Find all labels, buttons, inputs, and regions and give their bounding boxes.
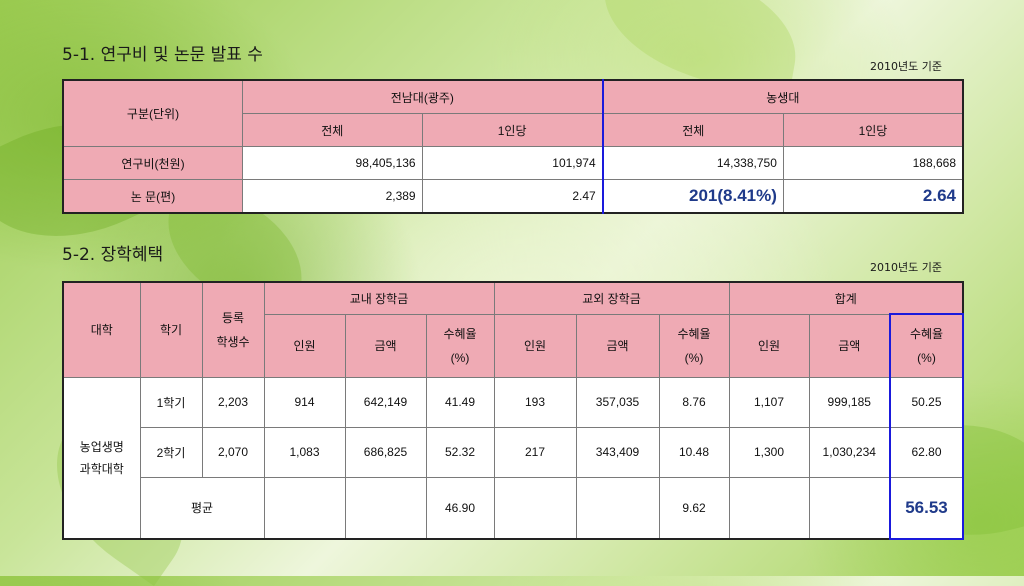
cell: 357,035	[575, 376, 660, 428]
section1-title: 5-1. 연구비 및 논문 발표 수	[62, 45, 263, 65]
header-total: 전체	[601, 113, 784, 147]
table-row: 연구비(천원) 98,405,136 101,974 14,338,750 18…	[62, 146, 964, 180]
table-row: 논 문(편) 2,389 2.47 201(8.41%) 2.64	[62, 179, 964, 214]
cell	[493, 476, 577, 540]
cell	[263, 476, 346, 540]
header-rate: 수혜율 (%)	[658, 313, 730, 378]
header-people: 인원	[728, 313, 810, 378]
cell: 98,405,136	[241, 146, 423, 180]
highlight-cell: 201(8.41%)	[601, 179, 784, 214]
cell: 52.32	[425, 426, 495, 478]
header-internal: 교내 장학금	[263, 281, 495, 315]
highlight-cell: 56.53	[889, 476, 964, 540]
cell: 642,149	[344, 376, 427, 428]
header-rate-line2: (%)	[917, 350, 936, 365]
header-group1: 전남대(광주)	[241, 79, 604, 114]
header-enrolled-line1: 등록	[221, 310, 245, 325]
header-amount: 금액	[808, 313, 891, 378]
header-per-person: 1인당	[421, 113, 604, 147]
cell	[344, 476, 427, 540]
section2-title: 5-2. 장학혜택	[62, 245, 164, 265]
header-total: 합계	[728, 281, 964, 315]
table-row: 2학기 2,070 1,083 686,825 52.32 217 343,40…	[63, 426, 964, 478]
header-rate: 수혜율 (%)	[889, 313, 964, 378]
row-label: 연구비(천원)	[62, 146, 243, 180]
cell: 1,107	[728, 376, 810, 428]
cell: 193	[493, 376, 577, 428]
cell: 46.90	[425, 476, 495, 540]
header-rate-line1: 수혜율	[443, 326, 477, 341]
cell: 2.47	[421, 179, 604, 214]
header-rate: 수혜율 (%)	[425, 313, 495, 378]
header-category: 구분(단위)	[62, 79, 243, 147]
cell: 14,338,750	[601, 146, 784, 180]
header-amount: 금액	[575, 313, 660, 378]
cell: 2,203	[201, 376, 265, 428]
cell	[575, 476, 660, 540]
header-external: 교외 장학금	[493, 281, 730, 315]
cell: 914	[263, 376, 346, 428]
cell: 1,083	[263, 426, 346, 478]
header-rate-line1: 수혜율	[677, 326, 711, 341]
header-amount: 금액	[344, 313, 427, 378]
header-semester: 학기	[139, 281, 203, 378]
header-college: 대학	[62, 281, 141, 378]
row-label: 논 문(편)	[62, 179, 243, 214]
header-per-person: 1인당	[782, 113, 964, 147]
cell: 101,974	[421, 146, 604, 180]
header-total: 전체	[241, 113, 423, 147]
research-table: 구분(단위) 전남대(광주) 농생대 전체 1인당 전체 1인당 연구비(천원)…	[62, 79, 964, 214]
cell: 2,070	[201, 426, 265, 478]
cell: 343,409	[575, 426, 660, 478]
table-row: 농업생명 과학대학 1학기 2,203 914 642,149 41.49 19…	[62, 376, 964, 540]
cell: 41.49	[425, 376, 495, 428]
cell: 50.25	[889, 376, 964, 428]
cell: 999,185	[808, 376, 891, 428]
college-name-line1: 농업생명	[79, 439, 124, 454]
semester-cell: 1학기	[139, 376, 203, 428]
cell: 1,030,234	[808, 426, 891, 478]
cell	[808, 476, 891, 540]
cell: 188,668	[782, 146, 964, 180]
header-rate-line2: (%)	[450, 350, 470, 365]
college-name-line2: 과학대학	[79, 461, 124, 476]
cell: 1,300	[728, 426, 810, 478]
cell: 8.76	[658, 376, 730, 428]
section2-basis: 2010년도 기준	[870, 261, 942, 274]
header-group2: 농생대	[601, 79, 964, 114]
college-name: 농업생명 과학대학	[62, 376, 141, 540]
table-row-average: 평균 46.90 9.62 56.53	[63, 476, 964, 540]
semester-cell: 2학기	[139, 426, 203, 478]
average-label: 평균	[139, 476, 265, 540]
header-rate-line2: (%)	[684, 350, 704, 365]
highlight-cell: 2.64	[782, 179, 964, 214]
header-enrolled: 등록 학생수	[201, 281, 265, 378]
header-enrolled-line2: 학생수	[216, 334, 250, 349]
cell: 2,389	[241, 179, 423, 214]
header-people: 인원	[493, 313, 577, 378]
cell	[728, 476, 810, 540]
cell: 9.62	[658, 476, 730, 540]
cell: 217	[493, 426, 577, 478]
header-people: 인원	[263, 313, 346, 378]
cell: 62.80	[889, 426, 964, 478]
section1-basis: 2010년도 기준	[870, 60, 942, 73]
header-rate-line1: 수혜율	[909, 326, 944, 341]
cell: 686,825	[344, 426, 427, 478]
scholarship-table: 대학 학기 등록 학생수 교내 장학금 교외 장학금 합계 인원 금액 수혜율 …	[62, 281, 964, 540]
cell: 10.48	[658, 426, 730, 478]
